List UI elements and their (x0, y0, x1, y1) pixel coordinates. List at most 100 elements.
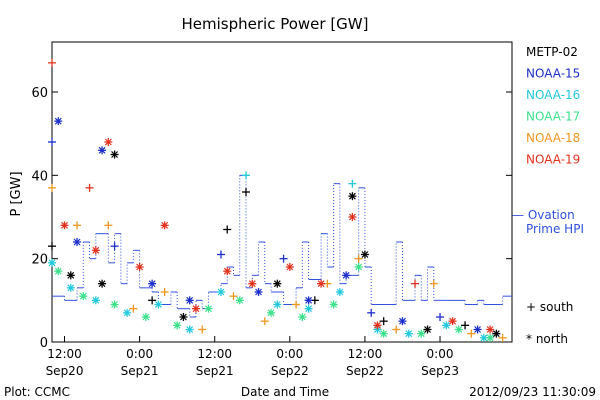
data-point-noaa-19-south (85, 183, 94, 192)
x-tick-label-date: Sep21 (196, 364, 234, 378)
data-point-metp-02-south (461, 321, 470, 330)
y-tick-label: 60 (31, 86, 48, 101)
data-point-noaa-19-north (135, 263, 144, 271)
data-point-noaa-15-north (398, 317, 407, 326)
plot-timestamp: 2012/09/23 11:30:09 (469, 385, 596, 399)
plot-frame (51, 41, 513, 343)
legend-item-noaa-19: NOAA-19 (526, 153, 580, 167)
data-point-noaa-17-north (298, 313, 307, 321)
data-point-noaa-15-south (367, 308, 376, 317)
plot-credit: Plot: CCMC (4, 385, 70, 399)
ovation-hpi-line-group (52, 174, 512, 318)
data-point-noaa-15-north (304, 296, 313, 305)
data-point-noaa-16-south (348, 179, 357, 188)
data-point-noaa-18-south (198, 325, 207, 334)
data-point-noaa-15-south (279, 254, 288, 263)
data-point-noaa-16-north (185, 325, 194, 334)
data-point-noaa-19-north (448, 317, 457, 326)
data-point-metp-02-north (492, 329, 501, 338)
data-point-metp-02-north (273, 279, 282, 288)
x-tick-label-time: 0:00 (276, 347, 303, 361)
data-point-metp-02-south (223, 225, 232, 234)
data-point-noaa-15-south (216, 250, 225, 259)
marker-legend-north: * north (526, 332, 568, 346)
data-point-noaa-17-north (417, 329, 426, 338)
x-axis-label: Date and Time (241, 385, 329, 399)
x-tick-label-date: Sep22 (346, 364, 384, 378)
data-point-noaa-17-north (235, 296, 244, 305)
data-point-noaa-17-north (454, 325, 463, 334)
data-point-noaa-18-south (73, 221, 82, 230)
x-tick-label-time: 12:00 (348, 347, 383, 361)
data-point-noaa-17-north (173, 321, 182, 330)
data-point-metp-02-south (148, 296, 157, 305)
legend: METP-02 NOAA-15 NOAA-16 NOAA-17 NOAA-18 NOAA-… (512, 45, 584, 346)
y-tick-label: 40 (31, 169, 48, 184)
data-point-noaa-16-north (66, 283, 75, 292)
data-point-noaa-17-north (267, 308, 276, 317)
data-point-noaa-16-north (442, 321, 451, 330)
data-point-metp-02-north (360, 250, 369, 259)
y-tick-label: 0 (40, 336, 48, 351)
data-point-noaa-16-north (273, 300, 282, 309)
data-point-noaa-19-north (285, 263, 294, 271)
y-axis: 0 20 40 60 (31, 86, 512, 351)
data-point-noaa-16-north (304, 304, 313, 313)
data-point-noaa-15-south (436, 313, 445, 321)
x-axis: 12:00 Sep20 0:00 Sep21 12:00 Sep21 0:00 Sep22 12… (46, 336, 459, 378)
data-point-noaa-15-north (98, 146, 107, 155)
data-point-noaa-17-north (79, 292, 88, 301)
data-point-noaa-18-south (429, 279, 438, 288)
data-point-noaa-19-north (191, 304, 200, 313)
data-point-noaa-18-south (48, 183, 56, 192)
data-point-metp-02-south (379, 317, 388, 326)
data-point-noaa-15-north (148, 279, 157, 288)
data-point-noaa-16-south (242, 171, 251, 180)
data-point-noaa-16-north (123, 308, 132, 317)
data-point-metp-02-north (348, 192, 357, 201)
data-points (48, 58, 507, 342)
data-point-noaa-16-north (479, 333, 488, 342)
chart-title: Hemispheric Power [GW] (182, 15, 369, 33)
data-point-noaa-16-north (335, 288, 344, 296)
x-tick-label-time: 12:00 (47, 347, 82, 361)
data-point-metp-02-north (110, 150, 119, 159)
data-point-noaa-15-north (185, 296, 194, 305)
x-tick-label-date: Sep22 (271, 364, 309, 378)
data-point-noaa-15-south (48, 138, 56, 146)
data-point-noaa-16-north (154, 300, 163, 309)
data-point-noaa-19-north (160, 221, 169, 230)
data-point-noaa-16-north (91, 296, 100, 305)
data-point-metp-02-north (179, 313, 188, 321)
legend-item-metp-02: METP-02 (526, 45, 578, 59)
data-point-noaa-16-north (48, 258, 56, 267)
data-point-metp-02-north (423, 325, 432, 334)
data-point-noaa-15-north (342, 271, 351, 280)
x-tick-label-time: 0:00 (427, 347, 454, 361)
data-point-metp-02-south (48, 242, 56, 251)
data-point-noaa-19-north (223, 267, 232, 276)
data-point-noaa-16-north (404, 329, 413, 338)
y-axis-label: P [GW] (9, 171, 24, 216)
data-point-noaa-19-north (104, 138, 113, 146)
data-point-noaa-19-north (248, 279, 257, 288)
data-point-noaa-18-south (260, 317, 269, 326)
data-point-noaa-18-south (104, 221, 113, 230)
data-point-noaa-17-north (379, 329, 388, 338)
data-point-noaa-18-south (467, 329, 476, 338)
data-point-noaa-17-north (141, 313, 150, 321)
x-tick-label-date: Sep23 (421, 364, 459, 378)
data-point-noaa-15-north (54, 117, 63, 126)
legend-item-noaa-15: NOAA-15 (526, 67, 580, 81)
x-tick-label-date: Sep20 (46, 364, 84, 378)
data-point-noaa-17-north (486, 333, 495, 342)
data-point-metp-02-south (242, 188, 251, 196)
data-point-noaa-17-north (110, 300, 119, 309)
legend-item-noaa-18: NOAA-18 (526, 131, 580, 145)
data-point-noaa-18-south (129, 304, 138, 313)
x-tick-label-time: 0:00 (126, 347, 153, 361)
data-point-noaa-18-south (229, 292, 238, 301)
data-point-noaa-19-north (373, 321, 382, 330)
data-point-noaa-19-north (60, 221, 69, 230)
data-point-noaa-18-south (292, 300, 301, 309)
